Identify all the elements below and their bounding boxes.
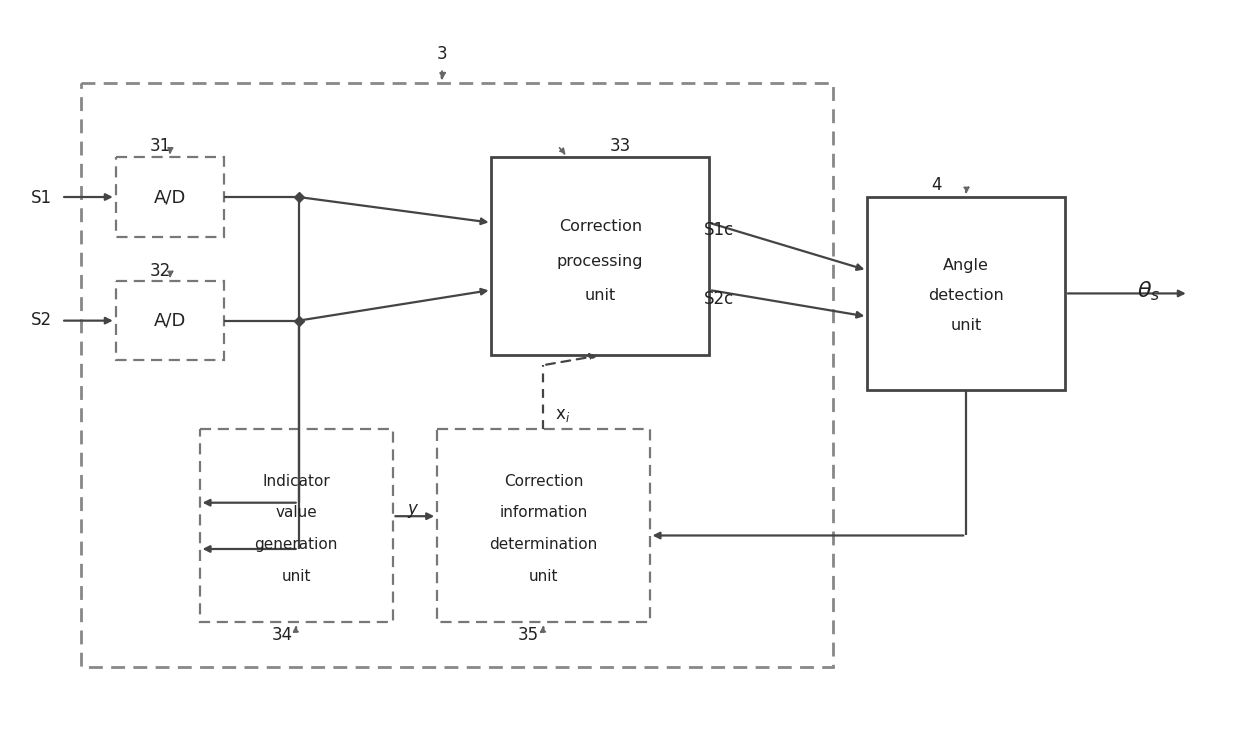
Bar: [867, 197, 1065, 390]
Text: 32: 32: [150, 262, 171, 280]
Text: 34: 34: [272, 626, 293, 644]
Text: 3: 3: [436, 45, 448, 63]
Text: 35: 35: [517, 626, 538, 644]
Bar: [491, 158, 709, 356]
Bar: [200, 430, 393, 622]
Text: detection: detection: [929, 288, 1004, 303]
Text: x$_i$: x$_i$: [556, 405, 570, 424]
Text: $\theta_s$: $\theta_s$: [1137, 279, 1161, 303]
Text: A/D: A/D: [154, 312, 186, 330]
Bar: [115, 281, 224, 360]
Text: S2c: S2c: [704, 290, 734, 308]
Text: S1c: S1c: [704, 220, 734, 239]
Bar: [81, 83, 832, 667]
Text: Angle: Angle: [944, 258, 990, 273]
Text: 31: 31: [150, 137, 171, 155]
Text: S2: S2: [31, 310, 52, 328]
Text: Indicator: Indicator: [262, 474, 330, 488]
Text: value: value: [275, 506, 317, 520]
Text: 4: 4: [931, 176, 941, 194]
Text: determination: determination: [490, 537, 598, 552]
Text: 33: 33: [609, 137, 631, 155]
Text: A/D: A/D: [154, 188, 186, 206]
Text: unit: unit: [528, 569, 558, 584]
Text: information: information: [500, 506, 588, 520]
Text: unit: unit: [951, 318, 982, 333]
Text: S1: S1: [31, 189, 52, 207]
Text: processing: processing: [557, 254, 644, 269]
Text: generation: generation: [254, 537, 337, 552]
Bar: [436, 430, 650, 622]
Text: y: y: [408, 500, 417, 517]
Text: unit: unit: [281, 569, 311, 584]
Text: Correction: Correction: [503, 474, 583, 488]
Bar: [115, 158, 224, 236]
Text: unit: unit: [584, 288, 616, 304]
Text: Correction: Correction: [559, 219, 642, 234]
